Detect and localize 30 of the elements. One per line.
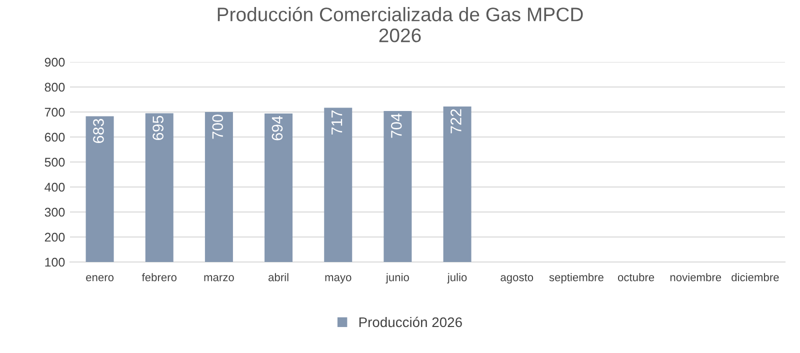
x-tick-label: octubre xyxy=(618,273,654,282)
x-tick-label: mayo xyxy=(325,275,352,284)
data-label: 683 xyxy=(93,118,104,143)
y-tick-label: 900 xyxy=(44,58,65,67)
y-tick-label: 200 xyxy=(44,232,65,242)
x-tick-label: febrero xyxy=(142,273,177,282)
data-label: 722 xyxy=(450,109,462,134)
x-tick-label: noviembre xyxy=(670,273,722,282)
x-tick-label: diciembre xyxy=(732,273,779,282)
x-tick-label: julio xyxy=(447,273,467,284)
x-tick-label: junio xyxy=(386,273,409,284)
x-tick-label: septiembre xyxy=(549,273,604,284)
data-label: 700 xyxy=(212,114,224,139)
chart-title: Producción Comercializada de Gas MPCD 2026 xyxy=(218,6,583,42)
y-tick-label: 100 xyxy=(45,258,65,267)
data-label: 704 xyxy=(390,113,402,138)
x-tick-label: enero xyxy=(86,275,114,282)
data-label: 694 xyxy=(272,116,283,140)
y-tick-label: 700 xyxy=(44,108,65,117)
y-tick-label: 800 xyxy=(44,82,65,92)
data-label: 717 xyxy=(332,110,342,134)
x-tick-label: agosto xyxy=(500,274,534,284)
legend-label: Producción 2026 xyxy=(359,316,462,328)
y-tick-label: 500 xyxy=(44,158,65,167)
y-tick-label: 400 xyxy=(44,182,65,192)
x-tick-label: marzo xyxy=(204,275,234,282)
x-tick-label: abril xyxy=(268,273,288,282)
y-tick-label: 300 xyxy=(44,208,65,217)
data-label: 695 xyxy=(152,116,164,140)
y-tick-label: 600 xyxy=(44,132,65,142)
